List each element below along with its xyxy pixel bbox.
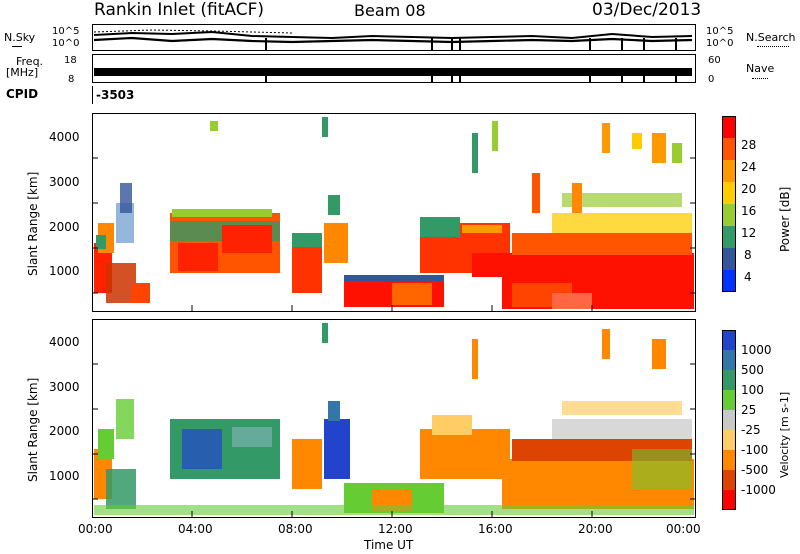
- xlabel: Time UT: [364, 538, 414, 552]
- cpid-marker: [92, 86, 93, 104]
- nsearch-label: N.Search: [746, 31, 796, 44]
- velocity-ytick-2000: 2000: [49, 424, 80, 438]
- noise-dropouts: [265, 38, 677, 51]
- freq-tick-bottom: 8: [68, 74, 75, 85]
- beam-label: Beam 08: [354, 1, 426, 20]
- freq-label: Freq.: [16, 55, 44, 68]
- noise-left-tick-top: 10^5: [52, 26, 80, 37]
- power-cbar-tick-8: 8: [744, 248, 752, 262]
- power-cbar-tick-12: 12: [741, 226, 757, 240]
- xtick-0000: 00:00: [78, 522, 113, 536]
- date-label: 03/Dec/2013: [592, 0, 702, 20]
- freq-tick-top: 18: [64, 55, 77, 66]
- power-ytick-1000: 1000: [49, 264, 80, 278]
- power-panel: [92, 113, 696, 312]
- xtick-1600: 16:00: [478, 522, 513, 536]
- velocity-cbar-tick-500: 500: [741, 363, 764, 377]
- nsky-line-key: [12, 46, 22, 47]
- xtick-1200: 12:00: [378, 522, 413, 536]
- cpid-label: CPID: [6, 87, 39, 101]
- velocity-ytick-3000: 3000: [49, 380, 80, 394]
- power-ytick-3000: 3000: [49, 175, 80, 189]
- xtick-2400: 00:00: [666, 522, 701, 536]
- noise-right-tick-bottom: 10^0: [706, 38, 734, 49]
- noise-left-tick-bottom: 10^0: [52, 38, 80, 49]
- freq-trace-band: [94, 68, 692, 76]
- xtick-0400: 04:00: [178, 522, 213, 536]
- nave-tick-top: 60: [708, 55, 721, 66]
- power-cbar-tick-16: 16: [741, 204, 757, 218]
- freq-panel: [92, 54, 696, 83]
- velocity-ytick-4000: 4000: [49, 335, 80, 349]
- station-title: Rankin Inlet (fitACF): [94, 0, 265, 20]
- velocity-cbar-tick-100: 100: [741, 383, 764, 397]
- power-scatter: [94, 117, 694, 309]
- power-cbar-tick-28: 28: [741, 138, 757, 152]
- noise-right-tick-top: 10^5: [706, 26, 734, 37]
- power-ytick-4000: 4000: [49, 130, 80, 144]
- velocity-ylabel: Slant Range [km]: [26, 377, 40, 482]
- velocity-cbar-tick-m25: -25: [741, 423, 761, 437]
- velocity-cbar-tick-m100: -100: [741, 443, 769, 457]
- noise-panel: [92, 24, 696, 51]
- freq-dropouts: [265, 76, 677, 83]
- velocity-cbar-tick-1000: 1000: [741, 343, 772, 357]
- xtick-2000: 20:00: [578, 522, 613, 536]
- power-cbar-tick-4: 4: [744, 270, 752, 284]
- nsky-label: N.Sky: [4, 31, 36, 44]
- velocity-cbar-tick-m1000: -1000: [741, 483, 776, 497]
- xtick-0800: 08:00: [278, 522, 313, 536]
- velocity-cbar-tick-25: 25: [741, 403, 757, 417]
- power-ylabel: Slant Range [km]: [26, 171, 40, 276]
- power-cbar-tick-24: 24: [741, 160, 757, 174]
- power-cbar-tick-20: 20: [741, 182, 757, 196]
- velocity-scatter: [94, 323, 694, 515]
- nsearch-line-key: [757, 46, 789, 47]
- power-cbar-label: Power [dB]: [778, 186, 792, 252]
- velocity-minor-ticks: [92, 363, 696, 517]
- nave-tick-bottom: 0: [708, 74, 715, 85]
- freq-unit-label: [MHz]: [6, 66, 39, 79]
- velocity-panel: [92, 319, 696, 518]
- velocity-cbar-label: Velocity [m s-1]: [778, 391, 791, 478]
- noise-traces: [93, 29, 693, 44]
- velocity-ytick-1000: 1000: [49, 469, 80, 483]
- nave-label: Nave: [746, 62, 775, 75]
- power-colorbar: [722, 116, 736, 292]
- velocity-colorbar: [722, 330, 736, 510]
- power-minor-ticks: [92, 157, 696, 311]
- power-ytick-2000: 2000: [49, 220, 80, 234]
- cpid-value: -3503: [96, 88, 135, 102]
- velocity-cbar-tick-m500: -500: [741, 463, 769, 477]
- nave-line-key: [752, 78, 768, 79]
